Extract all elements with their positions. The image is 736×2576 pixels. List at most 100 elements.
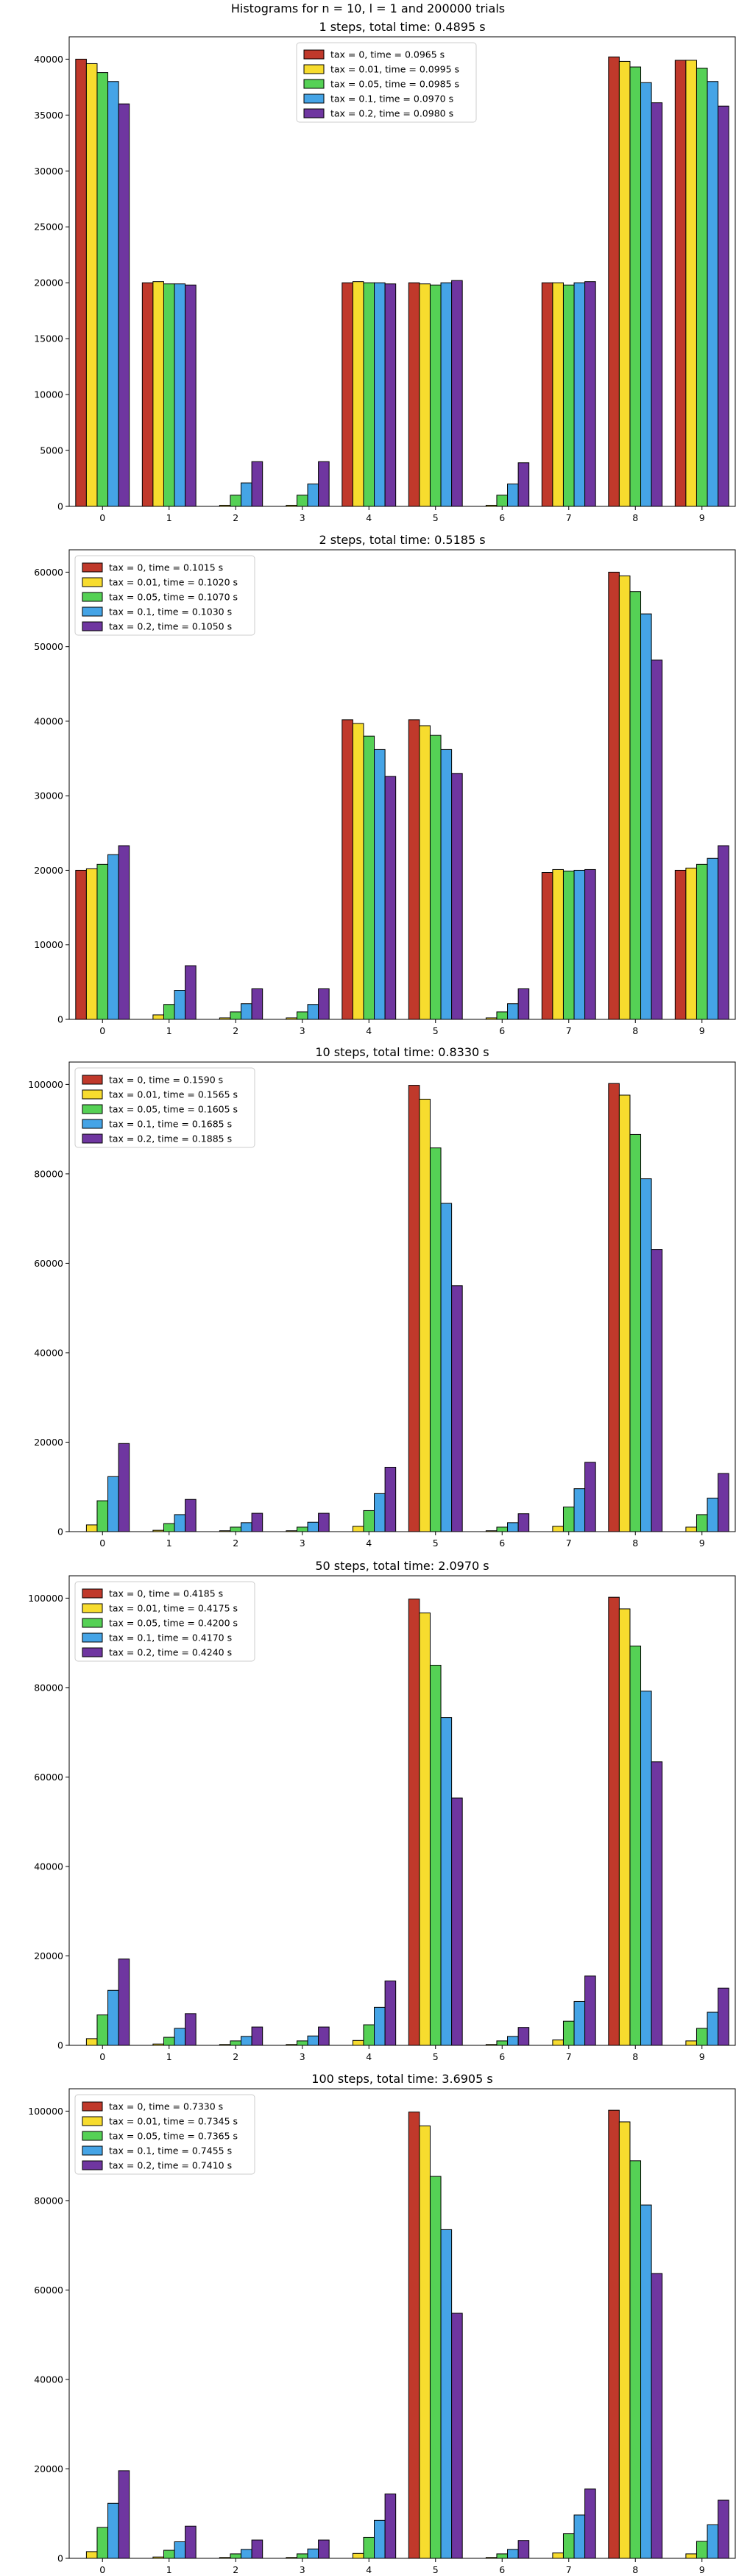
bar: [685, 867, 697, 1020]
y-tick-label: 0: [57, 501, 63, 512]
bar: [75, 58, 87, 507]
legend-swatch: [303, 93, 325, 104]
x-tick-label: 0: [99, 1025, 105, 1036]
y-tick-label: 0: [57, 2040, 63, 2051]
legend-entry-label: tax = 0.2, time = 0.0980 s: [330, 108, 453, 119]
legend-box: [74, 555, 255, 636]
bar: [163, 2037, 175, 2046]
y-tick-label: 5000: [40, 445, 63, 456]
legend-entry-label: tax = 0.05, time = 0.1070 s: [109, 592, 238, 603]
bar: [608, 2109, 620, 2559]
bar: [342, 719, 353, 1020]
bar: [629, 66, 642, 507]
bar: [118, 1958, 130, 2046]
legend-swatch: [82, 1104, 103, 1114]
legend-swatch: [82, 2131, 103, 2141]
chart-panel-4: 50 steps, total time: 2.0970 s 0 20000 4000…: [28, 1559, 736, 2062]
y-tick-label: 60000: [34, 1258, 63, 1269]
bar: [374, 1493, 386, 1532]
bar: [496, 2040, 509, 2046]
bar: [230, 1526, 242, 1532]
chart-title: 50 steps, total time: 2.0970 s: [315, 1559, 489, 1573]
bar: [640, 82, 652, 507]
bar: [85, 1524, 98, 1532]
bar: [485, 504, 498, 507]
bar: [174, 2541, 186, 2559]
bar: [552, 868, 564, 1020]
bar: [608, 1083, 620, 1532]
bar: [507, 484, 519, 507]
bar: [352, 2039, 364, 2046]
bar: [440, 1203, 453, 1532]
x-tick-label: 0: [99, 1538, 105, 1549]
y-tick-label: 40000: [34, 1347, 63, 1358]
bar: [185, 284, 197, 507]
bar: [384, 2494, 397, 2559]
bar: [241, 1522, 252, 1532]
x-tick-label: 3: [300, 2564, 305, 2575]
x-tick-label: 1: [166, 1538, 172, 1549]
bar: [584, 1975, 596, 2046]
legend-swatch: [82, 1119, 103, 1129]
bar: [640, 1178, 652, 1532]
bar: [618, 60, 631, 507]
bar: [573, 2000, 586, 2046]
bar: [241, 2549, 252, 2559]
bar: [174, 1514, 186, 1532]
plot-frame: [68, 36, 736, 507]
bar: [96, 2527, 109, 2559]
bar: [507, 2549, 519, 2559]
bar: [408, 2112, 420, 2559]
bar: [696, 68, 708, 507]
bar: [219, 1530, 231, 1532]
legend-swatch: [82, 1588, 103, 1599]
bar: [651, 2273, 663, 2559]
chart-title: 2 steps, total time: 0.5185 s: [319, 533, 485, 547]
bar: [219, 1017, 231, 1020]
bar: [517, 2027, 530, 2046]
bar: [296, 2553, 308, 2559]
x-tick-label: 4: [366, 512, 372, 523]
x-tick-label: 6: [499, 2051, 505, 2062]
bar: [496, 1526, 509, 1532]
y-tick-label: 25000: [34, 222, 63, 233]
chart-legend: tax = 0, time = 0.4185 s tax = 0.01, time…: [74, 1581, 255, 1662]
bar: [408, 1599, 420, 2046]
chart-panel-1: 1 steps, total time: 0.4895 s 0 5000 10000 1…: [34, 20, 736, 523]
legend-swatch: [82, 577, 103, 587]
bar: [696, 863, 708, 1020]
x-tick-label: 0: [99, 512, 105, 523]
bar: [163, 2550, 175, 2559]
legend-entry-label: tax = 0.01, time = 0.7345 s: [109, 2116, 238, 2127]
bar: [584, 868, 596, 1020]
bar: [141, 282, 154, 507]
bar: [608, 56, 620, 507]
bar: [384, 776, 397, 1020]
bar: [85, 868, 98, 1020]
bar: [163, 283, 175, 507]
bar: [241, 482, 252, 507]
bar: [541, 871, 553, 1020]
x-tick-label: 6: [499, 512, 505, 523]
bar: [419, 2125, 431, 2559]
bar: [185, 2525, 197, 2559]
bar: [562, 2020, 575, 2046]
x-tick-label: 7: [566, 2051, 572, 2062]
bar: [629, 1645, 642, 2046]
bar: [286, 1017, 297, 1020]
bar: [507, 2036, 519, 2046]
bar: [584, 1462, 596, 1532]
bar: [451, 1285, 463, 1532]
legend-box: [74, 1581, 255, 1662]
y-tick-label: 100000: [28, 1079, 63, 1090]
bar: [185, 1498, 197, 1532]
bar: [451, 1797, 463, 2046]
legend-swatch: [82, 2101, 103, 2112]
legend-entry-label: tax = 0.01, time = 0.0995 s: [330, 64, 459, 75]
bar: [251, 461, 263, 507]
bar: [318, 2026, 330, 2046]
bar: [517, 462, 530, 507]
legend-swatch: [82, 2160, 103, 2170]
y-tick-label: 50000: [34, 641, 63, 652]
